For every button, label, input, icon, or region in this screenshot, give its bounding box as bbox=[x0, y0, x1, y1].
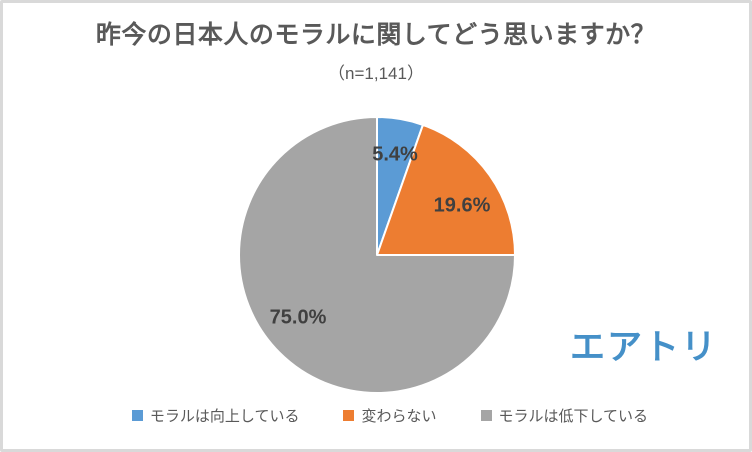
legend-item-unchanged: 変わらない bbox=[343, 405, 437, 426]
pie-chart bbox=[238, 116, 516, 394]
airtrip-logo: エアトリ bbox=[570, 328, 719, 367]
data-label-unchanged: 19.6% bbox=[433, 194, 491, 217]
legend-swatch-improving bbox=[131, 410, 143, 421]
data-label-declining: 75.0% bbox=[269, 306, 327, 329]
legend-swatch-declining bbox=[480, 410, 492, 421]
plot-area: 5.4% 19.6% 75.0% エアトリ bbox=[3, 3, 749, 449]
legend-label-declining: モラルは低下している bbox=[498, 408, 649, 425]
legend-item-declining: モラルは低下している bbox=[480, 405, 649, 426]
legend: モラルは向上している 変わらない モラルは低下している bbox=[17, 405, 749, 426]
chart-title: 昨今の日本人のモラルに関してどう思いますか？ bbox=[95, 21, 657, 49]
legend-label-improving: モラルは向上している bbox=[149, 408, 300, 425]
data-label-improving: 5.4% bbox=[372, 143, 418, 166]
legend-item-improving: モラルは向上している bbox=[131, 405, 300, 426]
legend-label-unchanged: 変わらない bbox=[361, 408, 437, 425]
pie-slice-2 bbox=[238, 116, 516, 394]
legend-swatch-unchanged bbox=[343, 410, 355, 421]
sample-size-label: （n=1,141） bbox=[328, 64, 424, 83]
pie-slice-1 bbox=[376, 123, 516, 256]
